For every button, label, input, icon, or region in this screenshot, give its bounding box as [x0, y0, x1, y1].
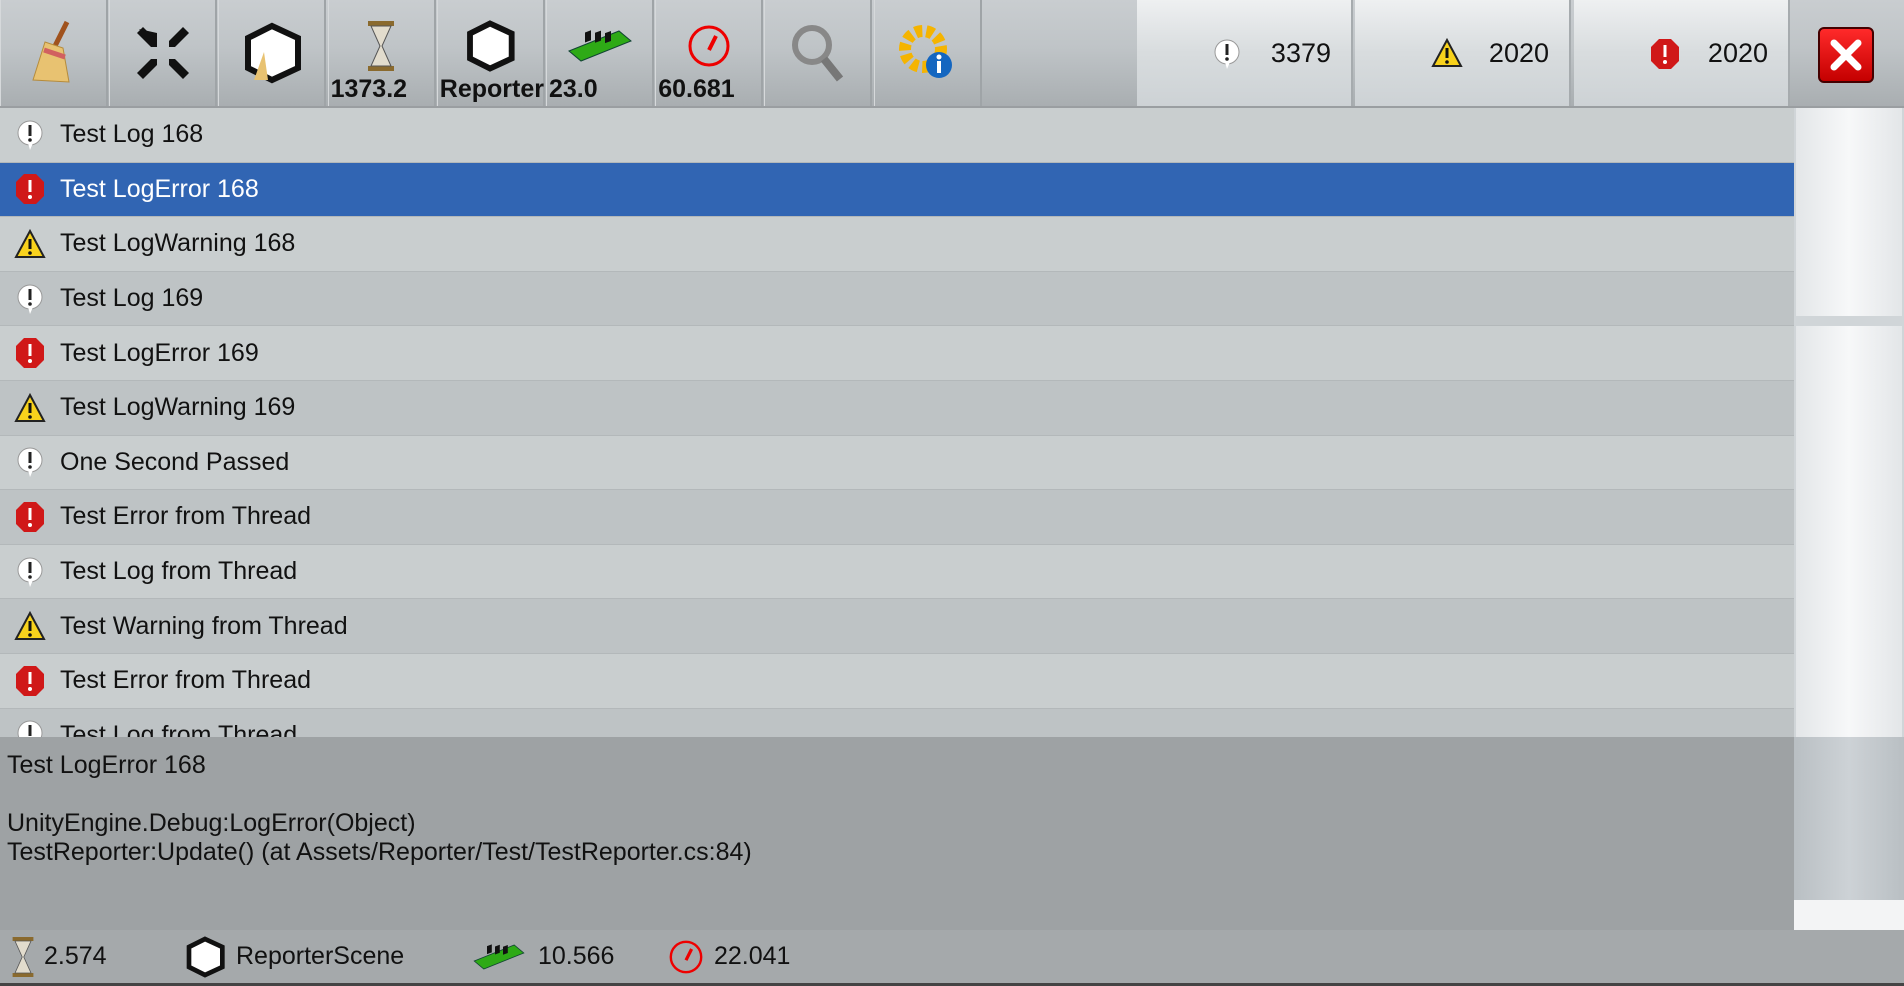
- error-icon: [0, 173, 60, 205]
- scrollbar-track[interactable]: [1796, 326, 1902, 737]
- log-row[interactable]: Test Log from Thread: [0, 544, 1794, 600]
- error-icon: [0, 665, 60, 697]
- search-button[interactable]: [764, 0, 873, 106]
- log-text: Test LogWarning 168: [60, 229, 296, 258]
- filter-warning-button[interactable]: 2020: [1355, 0, 1571, 106]
- log-row[interactable]: Test Error from Thread: [0, 653, 1794, 709]
- clear-on-new-scene-button[interactable]: [218, 0, 327, 106]
- fps-button[interactable]: 60.681: [655, 0, 764, 106]
- detail-stack-line: UnityEngine.Debug:LogError(Object): [7, 809, 416, 837]
- log-row[interactable]: One Second Passed: [0, 435, 1794, 491]
- log-row[interactable]: Test LogWarning 168: [0, 217, 1794, 272]
- memory-value: 23.0: [549, 75, 598, 103]
- memory-chip-icon: [473, 943, 526, 970]
- warning-icon: [0, 392, 60, 423]
- scrollbar-thumb[interactable]: [1796, 108, 1902, 316]
- detail-title: Test LogError 168: [7, 751, 206, 779]
- log-icon: [0, 556, 60, 588]
- close-button[interactable]: [1818, 27, 1874, 83]
- filter-log-button[interactable]: 3379: [1137, 0, 1353, 106]
- fps-value: 60.681: [658, 75, 735, 103]
- speedometer-icon: [668, 939, 703, 974]
- time-button[interactable]: 1373.2: [327, 0, 436, 106]
- log-count: 3379: [1270, 37, 1331, 68]
- status-bar: 2.574 ReporterScene 10.566 22.041: [0, 930, 1904, 986]
- memory-button[interactable]: 23.0: [546, 0, 654, 106]
- collapse-button[interactable]: [109, 0, 218, 106]
- detail-scrollbar[interactable]: [1794, 737, 1904, 900]
- status-scene: ReporterScene: [180, 930, 404, 983]
- search-icon: [790, 23, 846, 83]
- status-memory: 10.566: [466, 930, 614, 983]
- log-text: Test Log from Thread: [60, 557, 298, 586]
- log-text: One Second Passed: [60, 447, 290, 476]
- collapse-arrows-icon: [135, 25, 191, 81]
- gear-info-icon: [897, 23, 957, 83]
- log-row[interactable]: Test LogWarning 169: [0, 380, 1794, 436]
- log-icon: [0, 446, 60, 478]
- status-memory-value: 10.566: [538, 942, 615, 970]
- log-text: Test Log from Thread: [60, 720, 298, 737]
- filter-error-button[interactable]: 2020: [1574, 0, 1790, 106]
- error-icon: [0, 337, 60, 369]
- info-button[interactable]: [873, 0, 982, 106]
- log-row[interactable]: Test Warning from Thread: [0, 599, 1794, 654]
- log-list-scrollbar[interactable]: [1794, 108, 1904, 737]
- toolbar: 1373.2 Reporter 23.0 60.681 3379 2020 2020: [0, 0, 1904, 108]
- status-time-value: 2.574: [44, 942, 107, 970]
- warning-icon: [0, 611, 60, 641]
- status-fps-value: 22.041: [714, 942, 791, 970]
- time-value: 1373.2: [330, 75, 408, 103]
- log-text: Test LogError 168: [60, 174, 259, 203]
- scene-value: Reporter: [439, 75, 544, 103]
- log-row[interactable]: Test Log from Thread: [0, 708, 1794, 737]
- log-row[interactable]: Test LogError 168: [0, 162, 1794, 218]
- detail-scrollbar-track[interactable]: [1794, 900, 1904, 930]
- log-icon: [0, 119, 60, 151]
- broom-icon: [27, 20, 81, 86]
- log-row[interactable]: Test Log 169: [0, 271, 1794, 327]
- log-row[interactable]: Test LogError 169: [0, 326, 1794, 381]
- clear-button[interactable]: [0, 0, 108, 106]
- log-text: Test Error from Thread: [60, 502, 312, 531]
- log-row[interactable]: Test Log 168: [0, 108, 1794, 163]
- speedometer-icon: [687, 25, 731, 68]
- log-text: Test LogWarning 169: [60, 393, 296, 422]
- log-list: Test Log 168 Test LogError 168 Test LogWar…: [0, 108, 1794, 737]
- error-count: 2020: [1707, 37, 1768, 68]
- memory-chip-icon: [567, 30, 633, 63]
- error-icon: [0, 501, 60, 533]
- log-icon: [0, 719, 60, 737]
- log-text: Test LogError 169: [60, 338, 259, 367]
- log-text: Test Log 168: [60, 120, 204, 149]
- log-row[interactable]: Test Error from Thread: [0, 490, 1794, 545]
- log-icon: [0, 283, 60, 315]
- detail-stack-line: TestReporter:Update() (at Assets/Reporte…: [7, 838, 752, 866]
- unity-broom-icon: [242, 22, 302, 84]
- hourglass-icon: [366, 21, 396, 72]
- log-text: Test Error from Thread: [60, 666, 312, 695]
- warning-count: 2020: [1488, 37, 1549, 68]
- status-scene-value: ReporterScene: [236, 942, 405, 970]
- status-fps: 22.041: [664, 930, 790, 983]
- log-text: Test Log 169: [60, 284, 204, 313]
- unity-logo-icon: [465, 20, 515, 72]
- hourglass-icon: [11, 936, 35, 978]
- log-detail-pane: Test LogError 168 UnityEngine.Debug:LogE…: [0, 737, 1794, 930]
- scene-button[interactable]: Reporter: [436, 0, 545, 106]
- close-icon: [1829, 38, 1863, 72]
- status-time: 2.574: [8, 930, 107, 983]
- unity-logo-icon: [185, 935, 225, 978]
- warning-icon: [0, 228, 60, 259]
- log-text: Test Warning from Thread: [60, 611, 348, 640]
